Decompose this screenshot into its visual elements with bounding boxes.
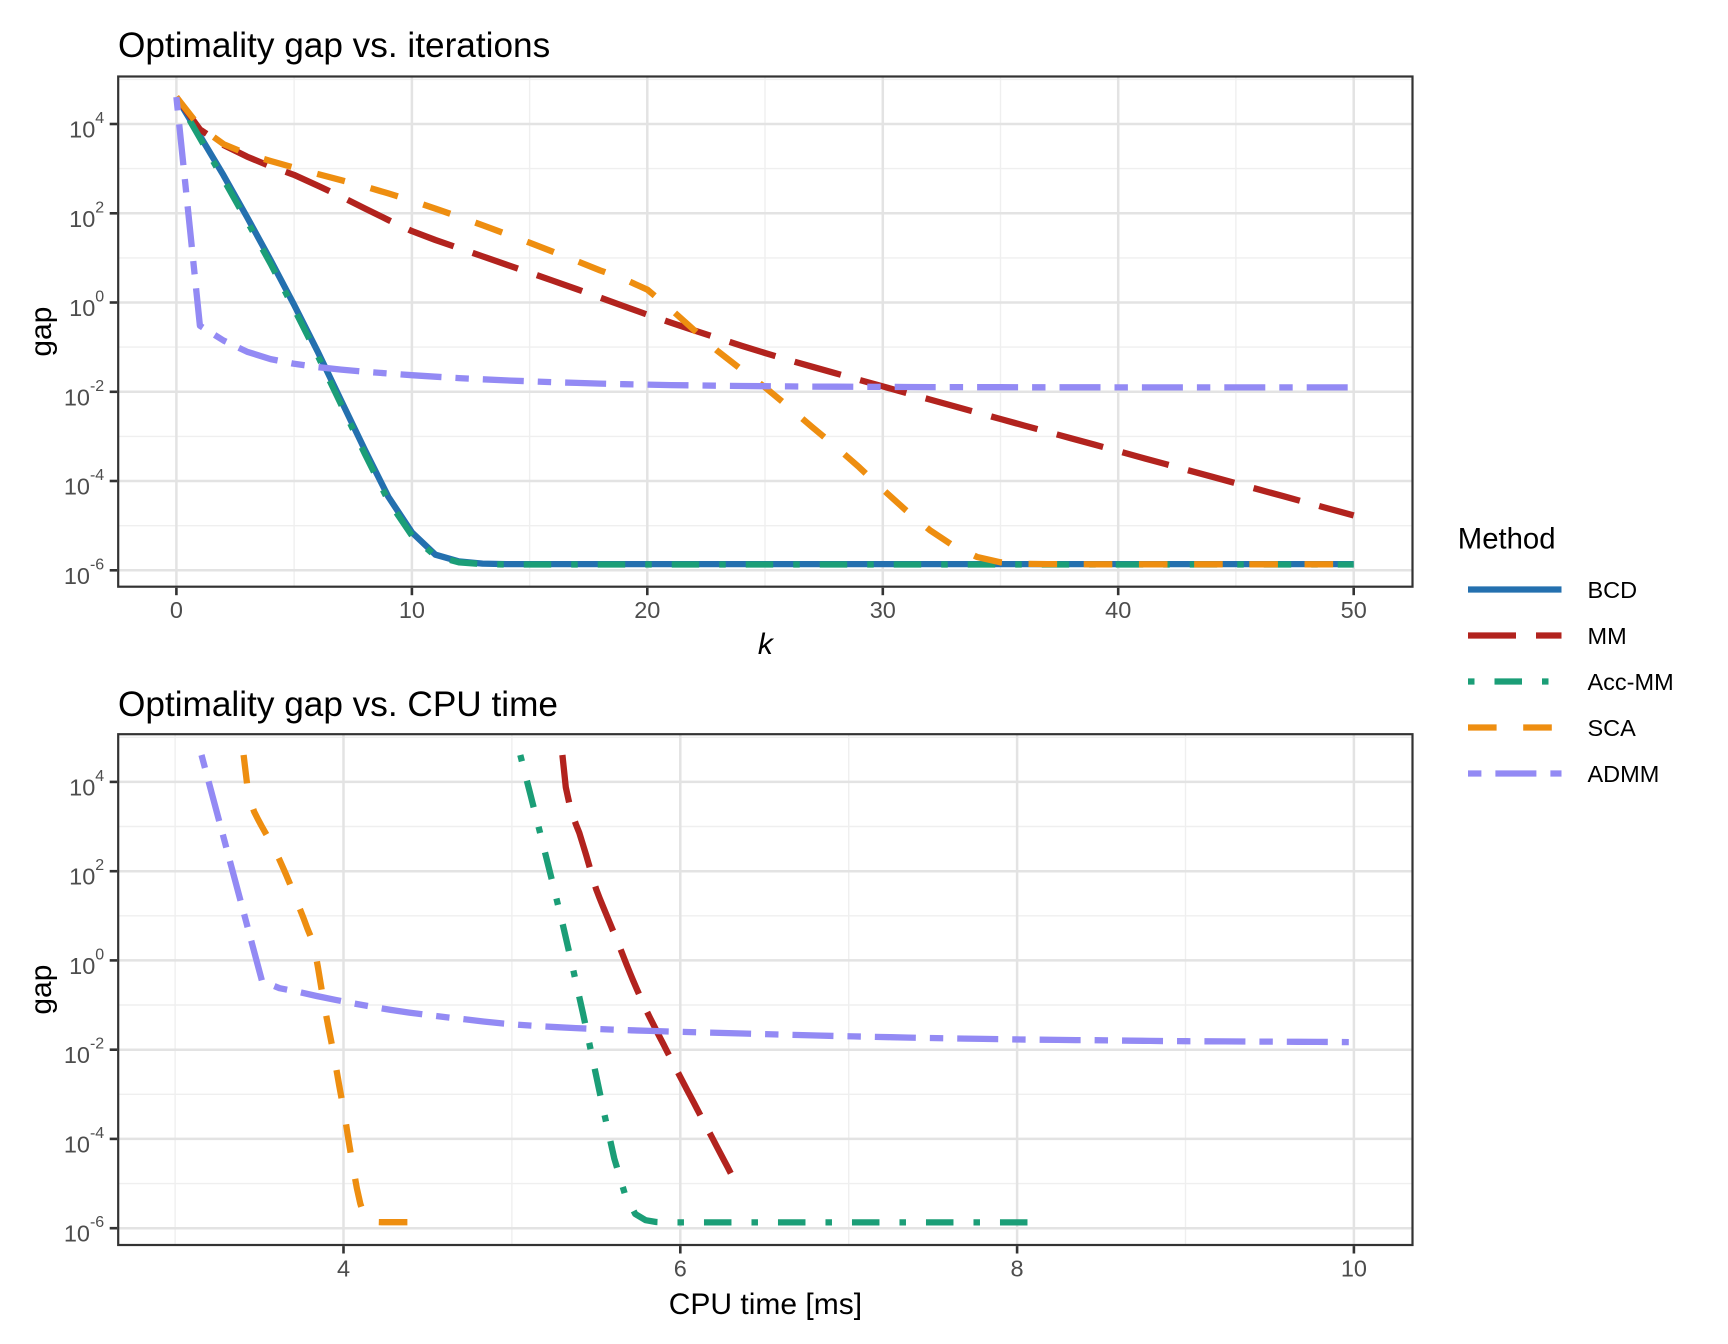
- svg-text:SCA: SCA: [1588, 715, 1637, 741]
- svg-text:gap: gap: [25, 307, 58, 357]
- svg-text:20: 20: [634, 597, 660, 623]
- svg-text:Acc-MM: Acc-MM: [1588, 669, 1674, 695]
- svg-text:BCD: BCD: [1588, 577, 1638, 603]
- svg-text:8: 8: [1011, 1255, 1024, 1281]
- svg-text:MM: MM: [1588, 623, 1627, 649]
- svg-text:ADMM: ADMM: [1588, 761, 1660, 787]
- svg-text:k: k: [758, 628, 775, 661]
- svg-text:10: 10: [1341, 1255, 1367, 1281]
- svg-text:50: 50: [1341, 597, 1367, 623]
- svg-text:0: 0: [170, 597, 183, 623]
- svg-text:4: 4: [337, 1255, 350, 1281]
- svg-text:Optimality gap vs. iterations: Optimality gap vs. iterations: [118, 26, 550, 65]
- svg-text:gap: gap: [25, 965, 58, 1015]
- svg-text:Optimality gap vs. CPU time: Optimality gap vs. CPU time: [118, 685, 558, 724]
- svg-text:10: 10: [399, 597, 425, 623]
- svg-text:30: 30: [870, 597, 896, 623]
- svg-text:6: 6: [674, 1255, 687, 1281]
- svg-text:CPU time [ms]: CPU time [ms]: [669, 1288, 862, 1321]
- svg-text:Method: Method: [1458, 523, 1556, 556]
- svg-text:40: 40: [1105, 597, 1131, 623]
